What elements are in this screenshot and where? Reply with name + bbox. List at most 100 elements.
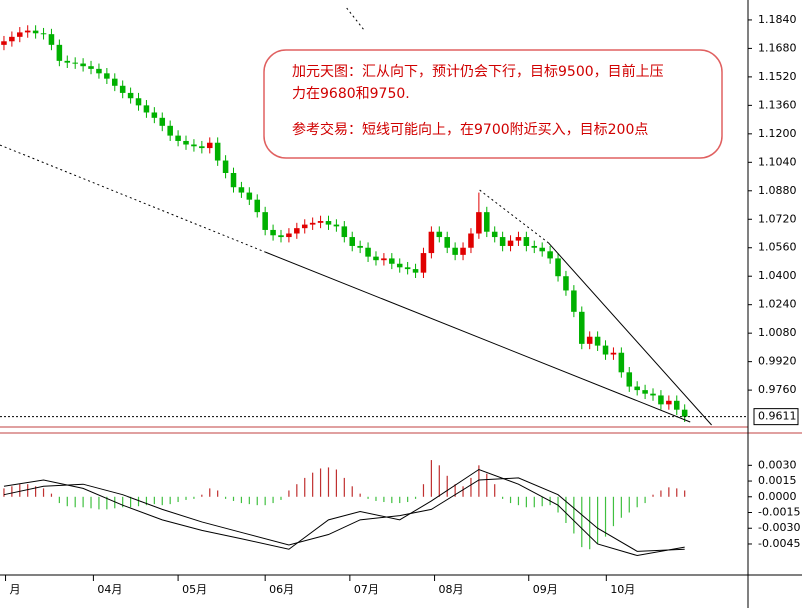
candle-body — [175, 135, 181, 141]
histogram-bar — [525, 496, 527, 508]
plot-layer — [0, 7, 748, 557]
histogram-bar — [438, 465, 440, 497]
y-tick-label: 0.0000 — [758, 490, 797, 503]
histogram-bar — [636, 496, 638, 508]
histogram-bar — [11, 486, 13, 497]
y-tick-label: 1.0400 — [758, 269, 797, 282]
histogram-bar — [668, 487, 670, 497]
candle-body — [191, 144, 197, 147]
candle-body — [206, 142, 213, 149]
x-tick-label: 08月 — [439, 583, 464, 596]
histogram-bar — [391, 496, 393, 504]
histogram-bar — [319, 468, 322, 497]
histogram-bar — [137, 496, 140, 507]
candle-body — [357, 245, 363, 248]
histogram-bar — [628, 496, 630, 513]
candle-body — [309, 222, 316, 225]
x-tick-label: 10月 — [610, 583, 635, 596]
candle-body — [563, 276, 569, 291]
histogram-bar — [454, 484, 456, 497]
candle-body — [381, 258, 387, 261]
histogram-bar — [145, 496, 148, 506]
candle-body — [32, 30, 39, 34]
macd-line — [3, 477, 685, 552]
candle-body — [373, 256, 379, 261]
candle-body — [579, 311, 585, 344]
candle-body — [626, 372, 633, 387]
histogram-bar — [422, 484, 425, 497]
candle-body — [262, 212, 268, 230]
y-tick-label: 1.0880 — [758, 184, 797, 197]
histogram-bar — [272, 496, 274, 504]
histogram-bar — [494, 484, 496, 497]
annotation-text: 力在9680和9750. — [292, 86, 410, 102]
candle-body — [673, 400, 680, 410]
histogram-bar — [486, 473, 488, 497]
candle-body — [452, 247, 458, 255]
histogram-bar — [50, 493, 53, 497]
x-tick-label: 04月 — [97, 583, 122, 596]
histogram-bar — [98, 496, 100, 510]
histogram-bar — [66, 496, 68, 507]
histogram-bar — [509, 496, 512, 504]
candle-body — [246, 192, 253, 200]
histogram-bar — [676, 488, 678, 497]
candle-body — [634, 386, 640, 391]
histogram-bar — [533, 496, 535, 508]
histogram-bar — [161, 496, 163, 506]
histogram-bar — [280, 496, 282, 500]
histogram-bar — [90, 496, 92, 509]
histogram-bar — [446, 475, 448, 497]
candle-body — [333, 224, 340, 227]
histogram-bar — [224, 496, 227, 499]
histogram-bar — [612, 496, 615, 527]
candle-body — [404, 267, 411, 270]
candle-body — [9, 36, 15, 42]
x-tick-label: 07月 — [354, 583, 379, 596]
histogram-bar — [565, 496, 567, 523]
candle-body — [681, 409, 688, 417]
annotation-box — [263, 49, 723, 159]
y-tick-label: 1.0240 — [758, 298, 797, 311]
histogram-bar — [430, 460, 432, 497]
trendline — [548, 242, 712, 426]
y-tick-label: 1.1520 — [758, 70, 797, 83]
candle-body — [80, 63, 86, 67]
histogram-bar — [407, 496, 409, 503]
histogram-bar — [304, 477, 306, 497]
histogram-bar — [122, 496, 124, 508]
histogram-bar — [27, 484, 29, 497]
candle-body — [531, 245, 538, 248]
candle-body — [365, 247, 371, 257]
candle-body — [230, 172, 237, 188]
y-tick-label: 1.1840 — [758, 13, 797, 26]
candle-body — [341, 226, 348, 238]
y-tick-label: 1.1680 — [758, 41, 797, 54]
histogram-bar — [581, 496, 583, 548]
histogram-bar — [335, 469, 338, 497]
candle-body — [658, 395, 664, 405]
histogram-bar — [264, 496, 266, 506]
histogram-bar — [177, 496, 179, 503]
candle-body — [586, 336, 593, 344]
histogram-bar — [82, 496, 84, 508]
candle-body — [286, 233, 292, 238]
candle-body — [222, 160, 229, 173]
candle-body — [642, 390, 648, 394]
candle-body — [119, 85, 126, 93]
histogram-bar — [35, 486, 37, 497]
x-tick-label: 09月 — [533, 583, 558, 596]
histogram-bar — [217, 490, 219, 497]
histogram-bar — [169, 496, 171, 505]
histogram-bar — [604, 496, 607, 537]
y-tick-label: 1.0560 — [758, 241, 797, 254]
candle-body — [112, 78, 118, 86]
candle-body — [602, 345, 609, 355]
candle-body — [349, 237, 356, 246]
histogram-bar — [367, 496, 369, 499]
candle-body — [48, 34, 55, 45]
candle-body — [610, 352, 617, 355]
candle-body — [325, 221, 332, 225]
